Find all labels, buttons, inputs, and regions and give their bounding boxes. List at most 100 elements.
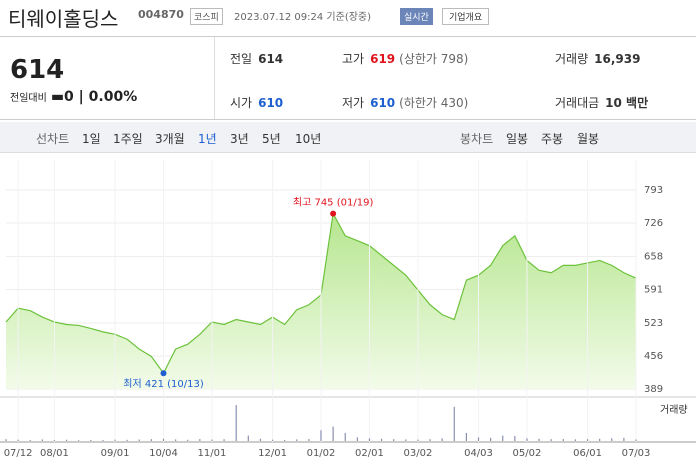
- period-tab[interactable]: 1주일: [113, 132, 143, 146]
- annotation: 최고 745 (01/19): [293, 197, 374, 209]
- stat-value: 10 백만: [605, 96, 649, 110]
- divider: [214, 37, 215, 119]
- x-tick-label: 06/01: [573, 448, 602, 459]
- volume-bar: [271, 439, 274, 441]
- volume-bar: [162, 438, 165, 441]
- volume-bar: [65, 439, 68, 441]
- period-tabs: 선차트 1일 1주일 3개월 1년 3년 5년 10년 봉차트 일봉 주봉 월봉: [0, 122, 696, 153]
- volume-bar: [90, 439, 92, 441]
- x-tick-label: 04/03: [464, 448, 493, 459]
- volume-bar: [199, 439, 201, 441]
- change-label: 전일대비: [10, 93, 47, 104]
- stat: 고가 619 (상한가 798): [342, 50, 468, 67]
- change-value: 0: [64, 89, 74, 105]
- stat-label: 전일: [230, 52, 253, 66]
- period-tab[interactable]: 5년: [262, 132, 281, 146]
- stat-note: (상한가 798): [399, 52, 469, 66]
- y-tick-label: 389: [644, 384, 663, 395]
- volume-bar: [247, 435, 249, 441]
- stat-value: 16,939: [594, 52, 641, 66]
- volume-bar: [368, 438, 371, 441]
- stat-value: 619: [370, 52, 396, 66]
- volume-bar: [514, 436, 516, 441]
- y-tick-label: 591: [644, 285, 663, 296]
- x-tick-label: 05/02: [513, 448, 542, 459]
- volume-bar: [17, 439, 19, 441]
- volume-bar: [332, 426, 334, 441]
- volume-bar: [623, 437, 625, 441]
- stat-label: 저가: [342, 96, 365, 110]
- volume-bar: [223, 439, 225, 441]
- x-tick-label: 02/01: [355, 448, 384, 459]
- change: 전일대비 ▬0 | 0.00%: [10, 89, 138, 105]
- volume-bar: [429, 439, 431, 441]
- candle-tab[interactable]: 월봉: [577, 132, 600, 146]
- volume-bar: [5, 439, 7, 441]
- volume-bar: [635, 439, 637, 441]
- volume-bar: [102, 440, 104, 441]
- stat-value: 610: [258, 96, 284, 110]
- x-tick-label: 07/03: [622, 448, 651, 459]
- volume-bar: [380, 438, 383, 441]
- volume-bar: [477, 437, 480, 441]
- x-tick-label: 03/02: [404, 448, 433, 459]
- period-tab[interactable]: 1일: [82, 132, 101, 146]
- volume-bar: [490, 437, 492, 441]
- y-tick-label: 523: [644, 318, 663, 329]
- change-pct: 0.00%: [88, 89, 138, 105]
- volume-bar: [175, 439, 177, 441]
- volume-bar: [284, 439, 286, 441]
- company-info-dropdown[interactable]: 기업개요: [442, 8, 490, 25]
- annotation: 최저 421 (10/13): [123, 378, 204, 390]
- volume-bar: [320, 430, 322, 441]
- market-badge: 코스피: [190, 8, 223, 25]
- stat: 거래대금 10 백만: [555, 94, 648, 111]
- x-tick-label: 12/01: [258, 448, 287, 459]
- period-tab[interactable]: 10년: [295, 132, 322, 146]
- volume-bar: [526, 438, 528, 441]
- candle-tab[interactable]: 주봉: [541, 132, 564, 146]
- volume-bar: [441, 438, 443, 441]
- period-tab[interactable]: 1년: [198, 132, 217, 146]
- tab-label: 선차트: [36, 132, 70, 146]
- volume-label: 거래량: [660, 404, 688, 416]
- x-tick-label: 09/01: [101, 448, 130, 459]
- volume-bar: [78, 440, 80, 441]
- extreme-marker: [330, 210, 337, 217]
- volume-bar: [453, 406, 455, 441]
- volume-bar: [611, 438, 613, 441]
- y-tick-label: 793: [644, 185, 663, 196]
- volume-bar: [465, 432, 467, 441]
- stat-value: 614: [258, 52, 284, 66]
- tab-label: 봉차트: [460, 132, 494, 146]
- stat-note: (하한가 430): [399, 96, 469, 110]
- stat: 저가 610 (하한가 430): [342, 94, 468, 111]
- volume-bar: [211, 439, 213, 441]
- y-tick-label: 456: [644, 351, 663, 362]
- stat-label: 시가: [230, 96, 253, 110]
- timestamp: 2023.07.12 09:24 기준(장중): [234, 12, 372, 23]
- volume-bar: [235, 405, 237, 441]
- volume-bar: [150, 439, 152, 441]
- volume-bar: [114, 439, 116, 441]
- stat: 시가 610: [230, 94, 283, 111]
- volume-bar: [138, 439, 140, 441]
- volume-bar: [417, 439, 419, 441]
- candle-tab[interactable]: 일봉: [506, 132, 529, 146]
- volume-bar: [393, 439, 395, 441]
- stock-name: 티웨이홀딩스: [8, 7, 119, 31]
- volume-bar: [550, 439, 552, 441]
- volume-bar: [562, 439, 564, 441]
- period-tab[interactable]: 3개월: [155, 132, 185, 146]
- volume-bar: [344, 432, 346, 441]
- stat: 전일 614: [230, 50, 283, 67]
- realtime-button[interactable]: 실시간: [400, 8, 433, 25]
- y-tick-label: 726: [644, 218, 663, 229]
- volume-bar: [538, 438, 540, 441]
- stat-label: 고가: [342, 52, 365, 66]
- volume-bar: [296, 439, 298, 441]
- stat-label: 거래대금: [555, 96, 600, 110]
- volume-bar: [574, 439, 577, 441]
- period-tab[interactable]: 3년: [230, 132, 249, 146]
